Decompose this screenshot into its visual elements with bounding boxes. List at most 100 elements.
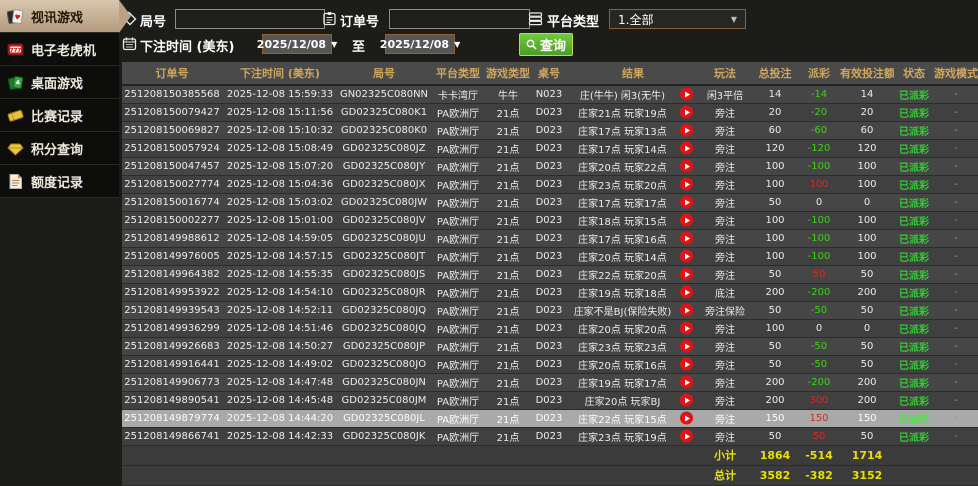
table-row[interactable]: 251208149926683 2025-12-08 14:50:27 GD02…	[122, 337, 978, 356]
cell-order-number: 251208150027774	[122, 175, 222, 194]
replay-play-icon[interactable]	[680, 321, 693, 335]
cell-game-type: 21点	[486, 139, 530, 158]
replay-play-icon[interactable]	[680, 429, 693, 443]
replay-play-icon[interactable]	[680, 393, 693, 407]
replay-play-icon[interactable]	[680, 249, 693, 263]
cell-table-number: D023	[530, 103, 568, 122]
replay-play-icon[interactable]	[680, 339, 693, 353]
cell-game-mode: -	[934, 211, 978, 230]
cell-play-type: 旁注	[698, 175, 752, 194]
table-row[interactable]: 251208149988612 2025-12-08 14:59:05 GD02…	[122, 229, 978, 248]
sidebar-item-table-games[interactable]: ♣ 桌面游戏	[0, 66, 119, 99]
cell-table-number: D023	[530, 283, 568, 302]
column-header: 派彩	[798, 62, 840, 86]
replay-play-icon[interactable]	[680, 357, 693, 371]
replay-play-icon[interactable]	[680, 303, 693, 317]
cell-table-number: D023	[530, 319, 568, 338]
status-badge: 已派彩	[894, 427, 934, 446]
cell-round-number: GD02325C080JK	[338, 427, 430, 446]
sidebar-item-video-games[interactable]: ♥ 视讯游戏	[0, 0, 131, 33]
table-row[interactable]: 251208149916441 2025-12-08 14:49:02 GD02…	[122, 355, 978, 374]
round-number-input[interactable]	[175, 9, 325, 29]
cell-play-type: 旁注	[698, 355, 752, 374]
table-row[interactable]: 251208149890541 2025-12-08 14:45:48 GD02…	[122, 391, 978, 410]
cell-play-type: 旁注	[698, 373, 752, 392]
replay-play-icon[interactable]	[680, 177, 693, 191]
cell-payout: -100	[798, 211, 840, 230]
replay-play-icon[interactable]	[680, 231, 693, 245]
cell-order-number: 251208149988612	[122, 229, 222, 248]
replay-play-icon[interactable]	[680, 213, 693, 227]
table-row[interactable]: 251208150016774 2025-12-08 15:03:02 GD02…	[122, 193, 978, 212]
cell-play-type: 旁注	[698, 409, 752, 428]
cell-result: 庄家20点 玩家22点	[568, 157, 698, 176]
table-games-icon: ♣	[7, 74, 24, 91]
cell-game-mode: -	[934, 193, 978, 212]
replay-play-icon[interactable]	[680, 267, 693, 281]
replay-play-icon[interactable]	[680, 123, 693, 137]
cell-payout: -200	[798, 373, 840, 392]
replay-play-icon[interactable]	[680, 285, 693, 299]
gem-icon	[7, 140, 24, 157]
sidebar-item-match-records[interactable]: 比赛记录	[0, 99, 119, 132]
table-row[interactable]: 251208150069827 2025-12-08 15:10:32 GD02…	[122, 121, 978, 140]
cell-valid-bet: 200	[840, 391, 894, 410]
replay-play-icon[interactable]	[680, 375, 693, 389]
sidebar-item-label: 额度记录	[31, 175, 84, 191]
cell-payout: -50	[798, 355, 840, 374]
table-row[interactable]: 251208150002277 2025-12-08 15:01:00 GD02…	[122, 211, 978, 230]
table-row[interactable]: 251208149939543 2025-12-08 14:52:11 GD02…	[122, 301, 978, 320]
round-number-label: 局号	[140, 15, 167, 30]
table-row[interactable]: 251208150027774 2025-12-08 15:04:36 GD02…	[122, 175, 978, 194]
cell-payout: 50	[798, 427, 840, 446]
sidebar-item-quota-records[interactable]: 额度记录	[0, 165, 119, 198]
cell-bet-time: 2025-12-08 14:52:11	[222, 301, 338, 320]
column-header: 平台类型	[430, 62, 486, 86]
platform-type-select[interactable]: 1.全部 ▼	[609, 9, 746, 29]
platform-type-icon	[528, 11, 543, 26]
sidebar-item-points-query[interactable]: 积分查询	[0, 132, 119, 165]
cell-play-type: 闲3平倍	[698, 85, 752, 104]
cell-table-number: D023	[530, 337, 568, 356]
order-number-input[interactable]	[389, 9, 530, 29]
status-badge: 已派彩	[894, 409, 934, 428]
replay-play-icon[interactable]	[680, 195, 693, 209]
replay-play-icon[interactable]	[680, 105, 693, 119]
status-badge: 已派彩	[894, 337, 934, 356]
column-header: 桌号	[530, 62, 568, 86]
cell-game-mode: -	[934, 391, 978, 410]
table-row[interactable]: 251208149866741 2025-12-08 14:42:33 GD02…	[122, 427, 978, 446]
table-row[interactable]: 251208149976005 2025-12-08 14:57:15 GD02…	[122, 247, 978, 266]
table-row[interactable]: 251208149953922 2025-12-08 14:54:10 GD02…	[122, 283, 978, 302]
cell-total-bet: 20	[752, 103, 798, 122]
table-row[interactable]: 251208149964382 2025-12-08 14:55:35 GD02…	[122, 265, 978, 284]
table-row[interactable]: 251208149936299 2025-12-08 14:51:46 GD02…	[122, 319, 978, 338]
replay-play-icon[interactable]	[680, 159, 693, 173]
table-row[interactable]: 251208150047457 2025-12-08 15:07:20 GD02…	[122, 157, 978, 176]
cell-game-type: 牛牛	[486, 85, 530, 104]
cell-platform: PA欧洲厅	[430, 337, 486, 356]
table-row[interactable]: 251208150057924 2025-12-08 15:08:49 GD02…	[122, 139, 978, 158]
cell-round-number: GD02325C080JT	[338, 247, 430, 266]
cell-valid-bet: 120	[840, 139, 894, 158]
replay-play-icon[interactable]	[680, 411, 693, 425]
sidebar-item-slots[interactable]: 777 电子老虎机	[0, 33, 119, 66]
date-from-select[interactable]: 2025/12/08 ▼	[257, 34, 337, 54]
table-row[interactable]: 251208149906773 2025-12-08 14:47:48 GD02…	[122, 373, 978, 392]
replay-play-icon[interactable]	[680, 141, 693, 155]
cell-table-number: D023	[530, 409, 568, 428]
table-row[interactable]: 251208150079427 2025-12-08 15:11:56 GD02…	[122, 103, 978, 122]
cell-play-type: 旁注	[698, 427, 752, 446]
search-button[interactable]: 查询	[519, 33, 573, 56]
cell-game-mode: -	[934, 85, 978, 104]
cell-order-number: 251208150047457	[122, 157, 222, 176]
status-badge: 已派彩	[894, 391, 934, 410]
subtotal-valid: 1714	[840, 445, 894, 466]
cell-payout: 150	[798, 409, 840, 428]
date-to-select[interactable]: 2025/12/08 ▼	[380, 34, 460, 54]
table-row[interactable]: 251208150385568 2025-12-08 15:59:33 GN02…	[122, 85, 978, 104]
cell-payout: -50	[798, 301, 840, 320]
table-row[interactable]: 251208149879774 2025-12-08 14:44:20 GD02…	[122, 409, 978, 428]
cell-bet-time: 2025-12-08 14:45:48	[222, 391, 338, 410]
replay-play-icon[interactable]	[680, 87, 693, 101]
